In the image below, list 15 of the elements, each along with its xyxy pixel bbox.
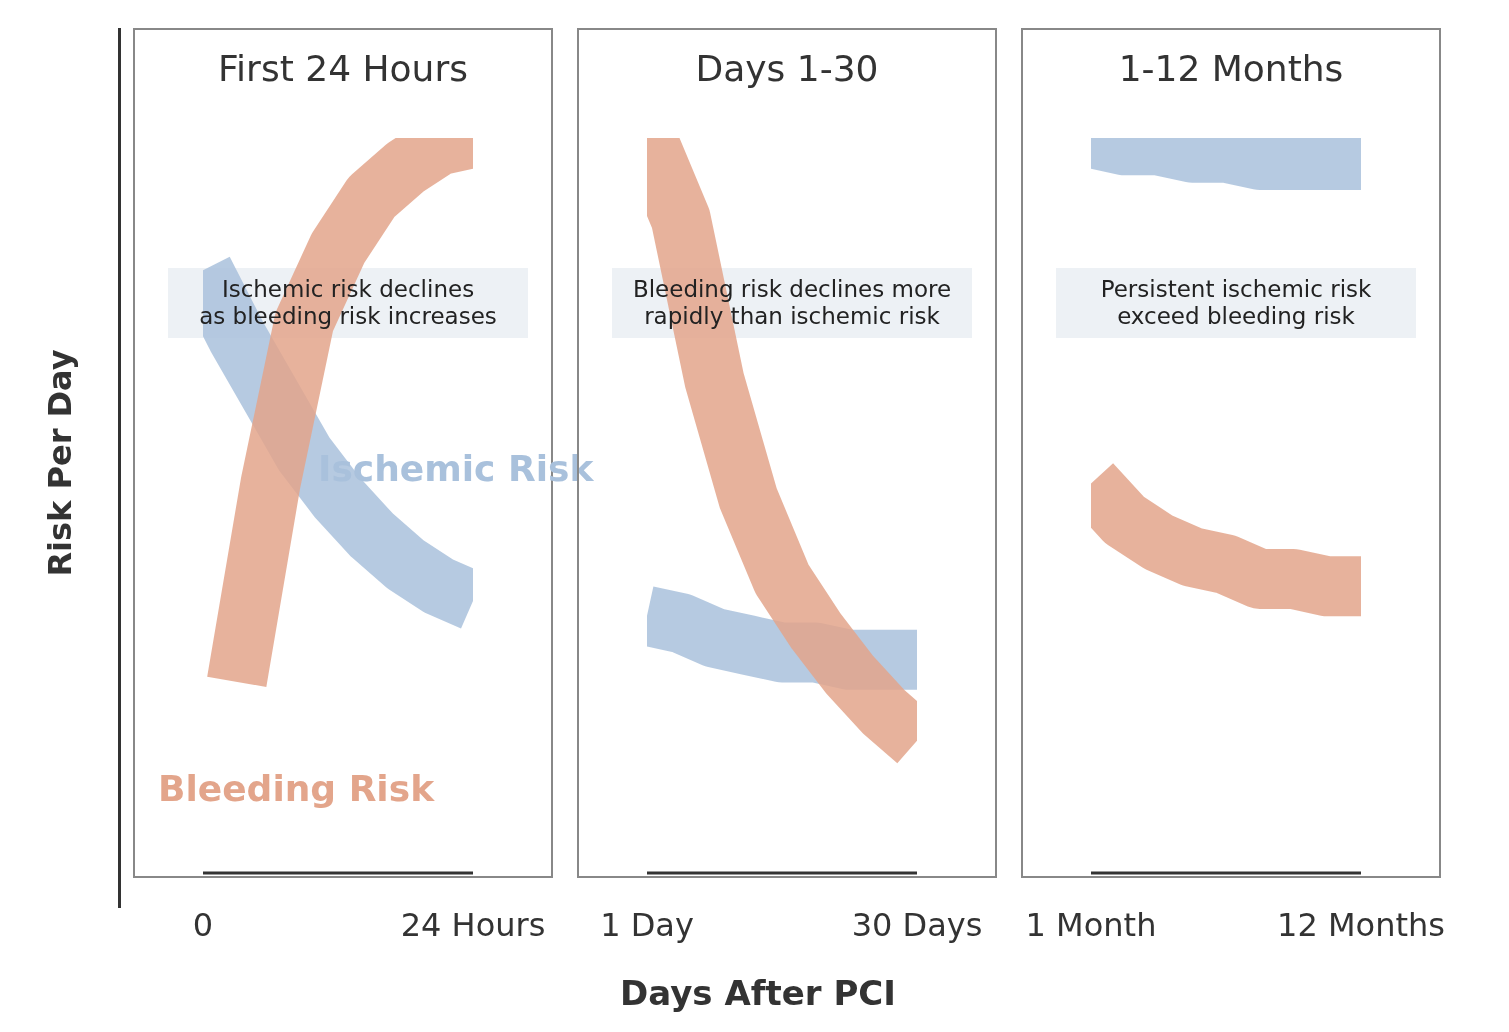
annotation: Persistent ischemic risk exceed bleeding risk — [1099, 276, 1373, 330]
x-tick-label: 12 Months — [1277, 906, 1445, 944]
text: Bleeding Risk — [158, 768, 435, 809]
x-axis-title: Days After PCI — [619, 973, 897, 1013]
x-tick-label: 24 Hours — [400, 906, 546, 944]
annotation: Bleeding risk declines more rapidly than ischemic risk — [631, 276, 953, 330]
x-tick-label: 1 Day — [600, 906, 694, 944]
x-tick-label: 0 — [192, 906, 214, 944]
x-tick-label: 1 Month — [1025, 906, 1157, 944]
annotation: Ischemic risk declines as bleeding risk increases — [198, 276, 498, 330]
y-axis-title: Risk Per Day — [41, 349, 79, 577]
chart-title: Days 1-30 — [694, 48, 880, 89]
chart-title: 1-12 Months — [1117, 48, 1345, 89]
chart-title: First 24 Hours — [217, 48, 469, 89]
x-tick-label: 30 Days — [851, 906, 983, 944]
